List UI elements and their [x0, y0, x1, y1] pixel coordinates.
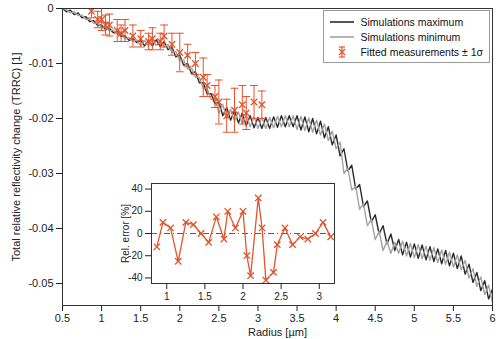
- svg-text:1.5: 1.5: [133, 312, 148, 324]
- svg-text:3: 3: [316, 291, 322, 301]
- svg-text:0: 0: [47, 2, 53, 14]
- svg-text:-0.04: -0.04: [28, 222, 53, 234]
- svg-text:2.5: 2.5: [211, 312, 226, 324]
- svg-text:1: 1: [164, 291, 170, 301]
- svg-text:-0.02: -0.02: [28, 112, 53, 124]
- svg-text:2.5: 2.5: [274, 291, 288, 301]
- html-text:Simulations maximum: Simulations maximum: [360, 15, 464, 28]
- svg-text:-20: -20: [128, 249, 143, 261]
- svg-text:-0.01: -0.01: [28, 57, 53, 69]
- svg-text:-40: -40: [128, 272, 143, 283]
- svg-text:5.5: 5.5: [446, 312, 461, 324]
- svg-text:-0.03: -0.03: [28, 167, 53, 179]
- svg-text:3: 3: [255, 312, 261, 324]
- html-text:Fitted measurements ± 1σ: Fitted measurements ± 1σ: [360, 45, 483, 58]
- svg-text:1: 1: [99, 312, 105, 324]
- svg-text:4: 4: [333, 312, 339, 324]
- svg-text:0: 0: [137, 228, 143, 239]
- svg-text:Total relative reflectivity ch: Total relative reflectivity change (TRRC…: [10, 52, 22, 261]
- html-text:Simulations minimum: Simulations minimum: [360, 30, 461, 43]
- svg-text:40: 40: [131, 183, 143, 194]
- svg-text:6: 6: [489, 312, 495, 324]
- svg-text:3.5: 3.5: [289, 312, 304, 324]
- svg-text:1.5: 1.5: [198, 291, 212, 301]
- svg-text:20: 20: [131, 205, 143, 216]
- svg-text:5: 5: [411, 312, 417, 324]
- svg-text:2: 2: [240, 291, 246, 301]
- svg-text:Rel. error [%]: Rel. error [%]: [120, 204, 131, 263]
- svg-text:4.5: 4.5: [368, 312, 383, 324]
- svg-text:2: 2: [177, 312, 183, 324]
- svg-text:0.5: 0.5: [55, 312, 70, 324]
- svg-text:Radius [µm]: Radius [µm]: [248, 326, 307, 338]
- svg-text:-0.05: -0.05: [28, 277, 53, 289]
